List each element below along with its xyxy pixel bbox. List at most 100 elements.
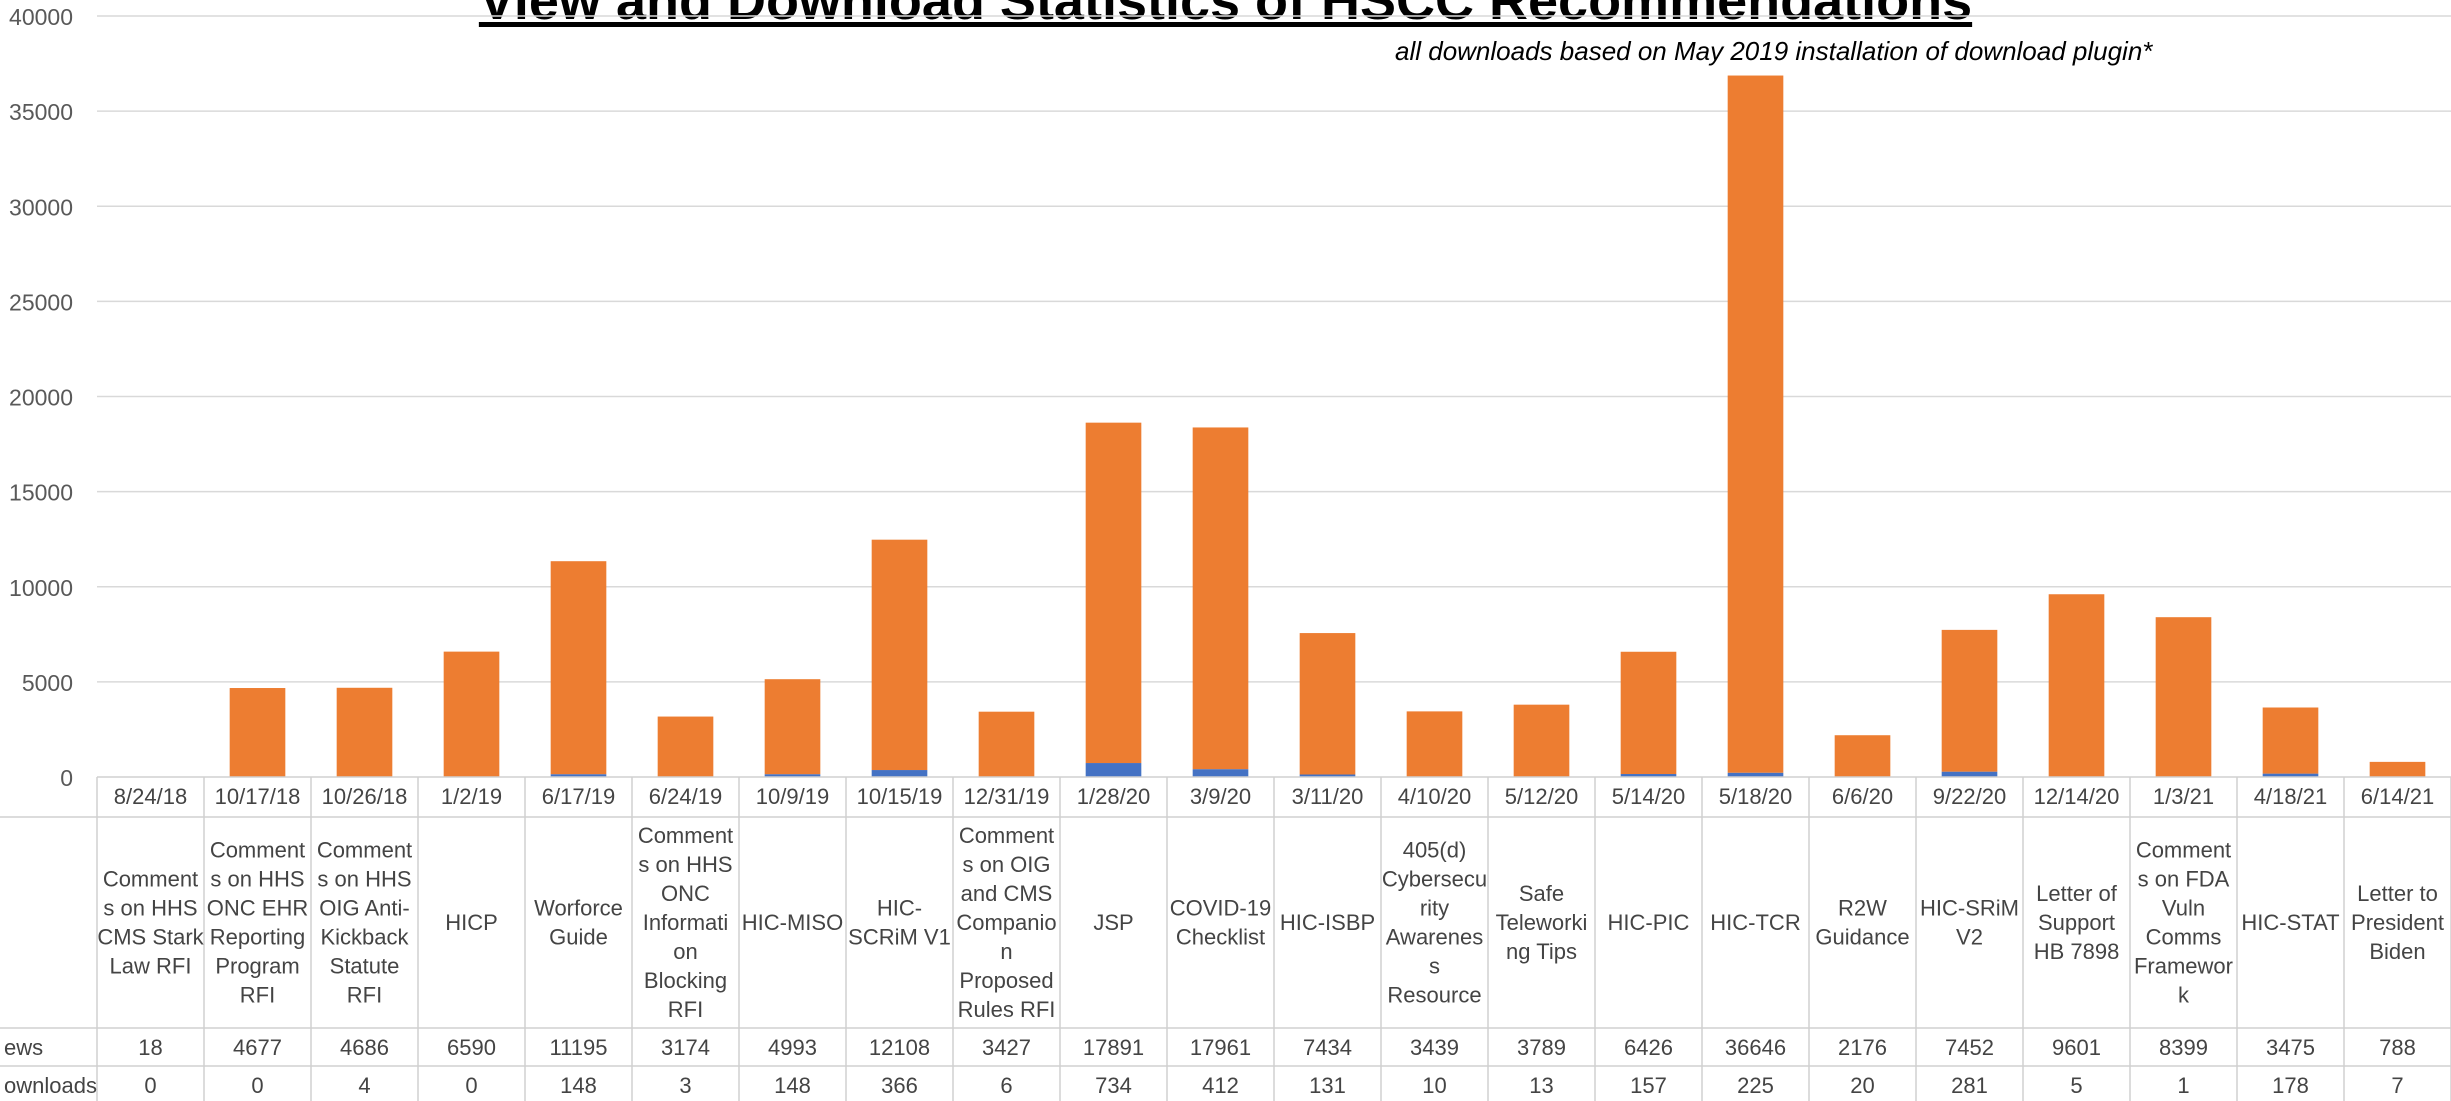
views-value: 3427 (982, 1035, 1031, 1060)
category-label: Biden (2369, 939, 2425, 964)
category-label: Program (215, 953, 299, 978)
category-label: Awarenes (1386, 924, 1483, 949)
category-label: Guidance (1815, 924, 1909, 949)
bar-downloads (1941, 771, 1998, 777)
views-value: 4993 (768, 1035, 817, 1060)
date-label: 6/24/19 (649, 784, 722, 809)
category-label: ONC EHR (207, 895, 308, 920)
downloads-value: 13 (1529, 1073, 1553, 1098)
category-label: Comment (103, 866, 198, 891)
category-label: Comment (2136, 837, 2231, 862)
y-tick-label: 25000 (9, 289, 73, 315)
bar-views (871, 539, 928, 771)
y-tick-label: 30000 (9, 194, 73, 220)
views-value: 3789 (1517, 1035, 1566, 1060)
y-tick-label: 35000 (9, 99, 73, 125)
views-value: 17961 (1190, 1035, 1251, 1060)
bar-downloads (764, 774, 821, 777)
bar-views (1299, 633, 1356, 775)
downloads-value: 7 (2391, 1073, 2403, 1098)
chart-subtitle: all downloads based on May 2019 installa… (1395, 36, 2153, 66)
category-label: s on HHS (210, 866, 304, 891)
category-label: Rules RFI (958, 997, 1056, 1022)
views-value: 4686 (340, 1035, 389, 1060)
bar-views (443, 651, 500, 777)
bar-downloads (1299, 774, 1356, 777)
category-label: Reporting (210, 924, 305, 949)
downloads-value: 3 (679, 1073, 691, 1098)
downloads-value: 0 (144, 1073, 156, 1098)
category-label: Companio (956, 910, 1056, 935)
date-label: 5/14/20 (1612, 784, 1685, 809)
downloads-value: 1 (2177, 1073, 2189, 1098)
category-label: HIC-ISBP (1280, 910, 1375, 935)
views-value: 788 (2379, 1035, 2416, 1060)
bar-downloads (1085, 763, 1142, 777)
date-label: 12/31/19 (964, 784, 1050, 809)
bar-views (2048, 594, 2105, 777)
date-label: 6/14/21 (2361, 784, 2434, 809)
category-label: ng Tips (1506, 939, 1577, 964)
date-label: 5/12/20 (1505, 784, 1578, 809)
downloads-value: 6 (1000, 1073, 1012, 1098)
date-label: 10/26/18 (322, 784, 408, 809)
category-label: V2 (1956, 924, 1983, 949)
bar-downloads (1192, 769, 1249, 777)
category-label: Blocking (644, 968, 727, 993)
bar-views (336, 687, 393, 777)
category-label: RFI (347, 982, 382, 1007)
category-label: rity (1420, 895, 1449, 920)
downloads-value: 0 (251, 1073, 263, 1098)
date-label: 3/11/20 (1292, 784, 1364, 809)
date-label: 10/17/18 (215, 784, 301, 809)
views-value: 3475 (2266, 1035, 2315, 1060)
bar-views (2369, 761, 2426, 777)
category-label: Proposed (959, 968, 1053, 993)
category-label: s on HHS (638, 852, 732, 877)
category-label: Letter of (2036, 881, 2118, 906)
category-label: Cybersecu (1382, 866, 1487, 891)
views-value: 9601 (2052, 1035, 2101, 1060)
downloads-value: 281 (1951, 1073, 1988, 1098)
table-row-label: ews (4, 1035, 43, 1060)
category-label: Comment (210, 837, 305, 862)
category-label: HIC-SRiM (1920, 895, 2019, 920)
bar-views (229, 688, 286, 777)
category-label: OIG Anti- (319, 895, 409, 920)
views-value: 6426 (1624, 1035, 1673, 1060)
downloads-value: 148 (560, 1073, 597, 1098)
table-row-label: ownloads (4, 1073, 97, 1098)
downloads-value: 225 (1737, 1073, 1774, 1098)
views-value: 3174 (661, 1035, 710, 1060)
bar-downloads (1727, 772, 1784, 777)
category-label: 405(d) (1403, 837, 1467, 862)
category-label: Comment (317, 837, 412, 862)
date-label: 10/15/19 (857, 784, 943, 809)
category-label: s (1429, 953, 1440, 978)
category-label: and CMS (961, 881, 1053, 906)
category-label: President (2351, 910, 2444, 935)
downloads-value: 734 (1095, 1073, 1132, 1098)
date-label: 4/18/21 (2254, 784, 2327, 809)
bar-views (657, 716, 714, 777)
date-label: 1/2/19 (441, 784, 502, 809)
y-tick-label: 10000 (9, 575, 73, 601)
bar-downloads (1620, 774, 1677, 777)
views-value: 11195 (550, 1035, 608, 1060)
category-label: SCRiM V1 (848, 924, 951, 949)
views-value: 12108 (869, 1035, 930, 1060)
bar-views (1192, 427, 1249, 770)
category-label: HB 7898 (2034, 939, 2120, 964)
y-tick-label: 5000 (22, 670, 73, 696)
views-value: 4677 (233, 1035, 282, 1060)
category-label: JSP (1093, 910, 1133, 935)
category-label: HIC-TCR (1710, 910, 1800, 935)
date-label: 5/18/20 (1719, 784, 1792, 809)
category-label: ONC (661, 881, 710, 906)
views-value: 2176 (1838, 1035, 1887, 1060)
category-label: Resource (1387, 982, 1481, 1007)
views-value: 7452 (1945, 1035, 1994, 1060)
downloads-value: 412 (1202, 1073, 1239, 1098)
category-label: Informati (643, 910, 729, 935)
